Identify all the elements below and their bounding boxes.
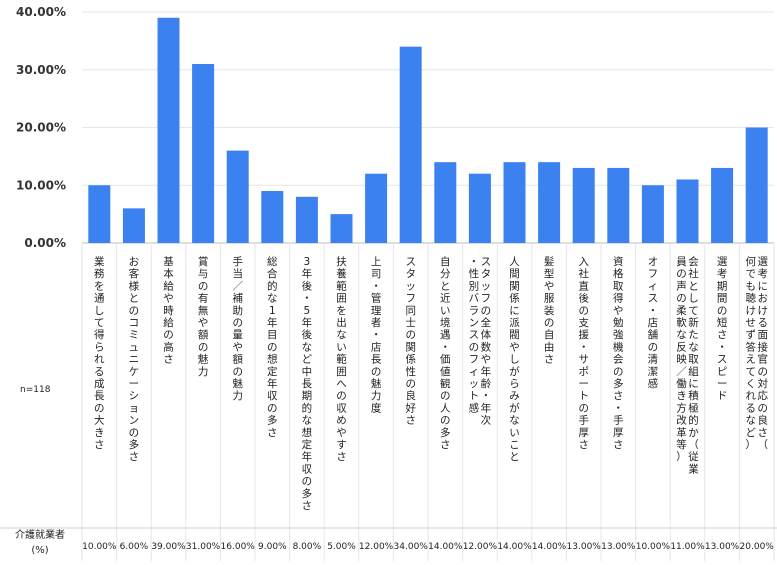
category-label-text: スタッフ同士の関係性の良好さ: [405, 256, 416, 427]
bar: [711, 167, 734, 243]
category-label: 人間関係に派閥やしがらみがないこと: [509, 256, 520, 463]
value-label: 5.00%: [327, 542, 356, 552]
row-header-label: 介護就業者: [15, 528, 65, 541]
category-label-text: 選考における面接官の対応の良さ（: [757, 255, 768, 451]
category-label-text: 何でも聴けせず答えてくれるなど）: [745, 255, 756, 451]
y-tick-label: 30.00%: [16, 63, 66, 77]
value-label: 14.00%: [532, 542, 567, 552]
category-label: 手当／補助の量や額の魅力: [232, 255, 243, 402]
category-label-text: スタッフの全体数や年齢・年次: [481, 256, 492, 427]
value-label: 6.00%: [120, 542, 149, 552]
value-label: 34.00%: [394, 542, 429, 552]
category-label-text: 自分と近い境遇・価値観の人の多さ: [440, 255, 451, 451]
category-label: 賞与の有無や額の魅力: [198, 255, 209, 378]
bar: [261, 191, 284, 243]
bar: [538, 162, 561, 243]
value-label: 9.00%: [258, 542, 287, 552]
y-tick-label: 20.00%: [16, 121, 66, 135]
category-label: 選考期間の短さ・スピード: [717, 255, 728, 402]
category-label-text: 髪型や服装の自由さ: [544, 255, 555, 366]
bar: [503, 162, 526, 243]
category-label: 入社直後の支援・サポートの手厚さ: [578, 256, 589, 451]
value-label: 10.00%: [636, 542, 671, 552]
category-label: 選考における面接官の対応の良さ（何でも聴けせず答えてくれるなど）: [745, 255, 768, 451]
bar: [434, 162, 457, 243]
bar: [676, 179, 699, 243]
y-axis-ticks: 0.00% 10.00% 20.00% 30.00% 40.00%: [16, 5, 66, 250]
category-label-text: 業務を通して得られる成長の大きさ: [94, 255, 105, 451]
sample-size-note: n=118: [20, 385, 51, 395]
bar: [745, 127, 768, 243]
category-label-text: 人間関係に派閥やしがらみがないこと: [509, 256, 520, 463]
category-label: 資格取得や勉強機会の多さ・手厚さ: [613, 256, 624, 451]
category-label-text: 会社として新たな取組に積極的か（従業: [688, 255, 699, 475]
value-label: 14.00%: [497, 542, 532, 552]
category-label: 3 年後・ 5 年後など中長期的な想定年収の多さ: [302, 256, 313, 512]
category-label: 業務を通して得られる成長の大きさ: [94, 255, 105, 451]
category-label-text: 手当／補助の量や額の魅力: [232, 255, 243, 402]
bar: [157, 17, 180, 244]
bars: [88, 17, 768, 244]
category-label: 総合的な 1 年目の想定年収の多さ: [267, 255, 278, 439]
category-label-text: 扶養範囲を出ない範囲への収めやすさ: [336, 255, 347, 463]
bar: [641, 185, 664, 243]
value-label: 11.00%: [670, 542, 705, 552]
value-table: n=118 介護就業者 (%) 10.00% 6.00% 39.00% 31.00% 1…: [15, 385, 774, 556]
category-label: 上司・管理者・店長の魅力度: [371, 256, 382, 414]
bar: [330, 214, 353, 243]
category-label: 髪型や服装の自由さ: [544, 255, 555, 366]
category-label: オフィス・店舗の清潔感: [648, 256, 659, 390]
category-label-text: 員の声の柔軟な反映／働き方改革等）: [676, 256, 687, 463]
bar: [192, 63, 215, 243]
bar: [365, 173, 388, 243]
category-label: スタッフの全体数や年齢・年次・性別バランスのフィット感: [469, 256, 492, 427]
y-tick-label: 10.00%: [16, 178, 66, 192]
category-label: 自分と近い境遇・価値観の人の多さ: [440, 255, 451, 451]
bar: [572, 167, 595, 243]
bar: [88, 185, 111, 243]
y-tick-label: 40.00%: [16, 5, 66, 19]
bar: [399, 46, 422, 244]
value-label: 14.00%: [428, 542, 463, 552]
category-label-text: 入社直後の支援・サポートの手厚さ: [578, 256, 589, 451]
category-label-text: オフィス・店舗の清潔感: [648, 256, 659, 390]
value-label: 20.00%: [740, 542, 775, 552]
y-tick-label: 0.00%: [24, 236, 66, 250]
category-labels: 業務を通して得られる成長の大きさ お客様とのコミュニケーションの多さ 基本給や時給の…: [94, 255, 768, 512]
category-label: 扶養範囲を出ない範囲への収めやすさ: [336, 255, 347, 463]
value-label: 10.00%: [82, 542, 117, 552]
grid-lines: [0, 11, 777, 561]
bar: [468, 173, 491, 243]
bar: [122, 208, 145, 243]
category-label: お客様とのコミュニケーションの多さ: [129, 256, 140, 463]
value-label: 13.00%: [601, 542, 636, 552]
bar: [226, 150, 249, 243]
category-label-text: 3 年後・ 5 年後など中長期的な想定年収の多さ: [302, 256, 313, 512]
category-label-text: 上司・管理者・店長の魅力度: [371, 256, 382, 414]
value-label: 13.00%: [705, 542, 740, 552]
category-label-text: 基本給や時給の高さ: [163, 255, 174, 366]
value-label: 13.00%: [567, 542, 602, 552]
category-label-text: 選考期間の短さ・スピード: [717, 255, 728, 402]
category-label: スタッフ同士の関係性の良好さ: [405, 256, 416, 427]
row-header-unit: (%): [31, 545, 48, 556]
value-label: 12.00%: [359, 542, 394, 552]
category-label-text: 総合的な 1 年目の想定年収の多さ: [267, 255, 278, 439]
bar: [607, 167, 630, 243]
bar: [295, 196, 318, 243]
category-label-text: 資格取得や勉強機会の多さ・手厚さ: [613, 256, 624, 451]
value-label: 39.00%: [151, 542, 186, 552]
value-label: 8.00%: [293, 542, 322, 552]
category-label-text: ・性別バランスのフィット感: [469, 256, 480, 414]
value-label: 16.00%: [221, 542, 256, 552]
category-label: 基本給や時給の高さ: [163, 255, 174, 366]
category-label-text: 賞与の有無や額の魅力: [198, 255, 209, 378]
value-label: 31.00%: [186, 542, 221, 552]
category-label-text: お客様とのコミュニケーションの多さ: [129, 256, 140, 463]
value-label: 12.00%: [463, 542, 498, 552]
